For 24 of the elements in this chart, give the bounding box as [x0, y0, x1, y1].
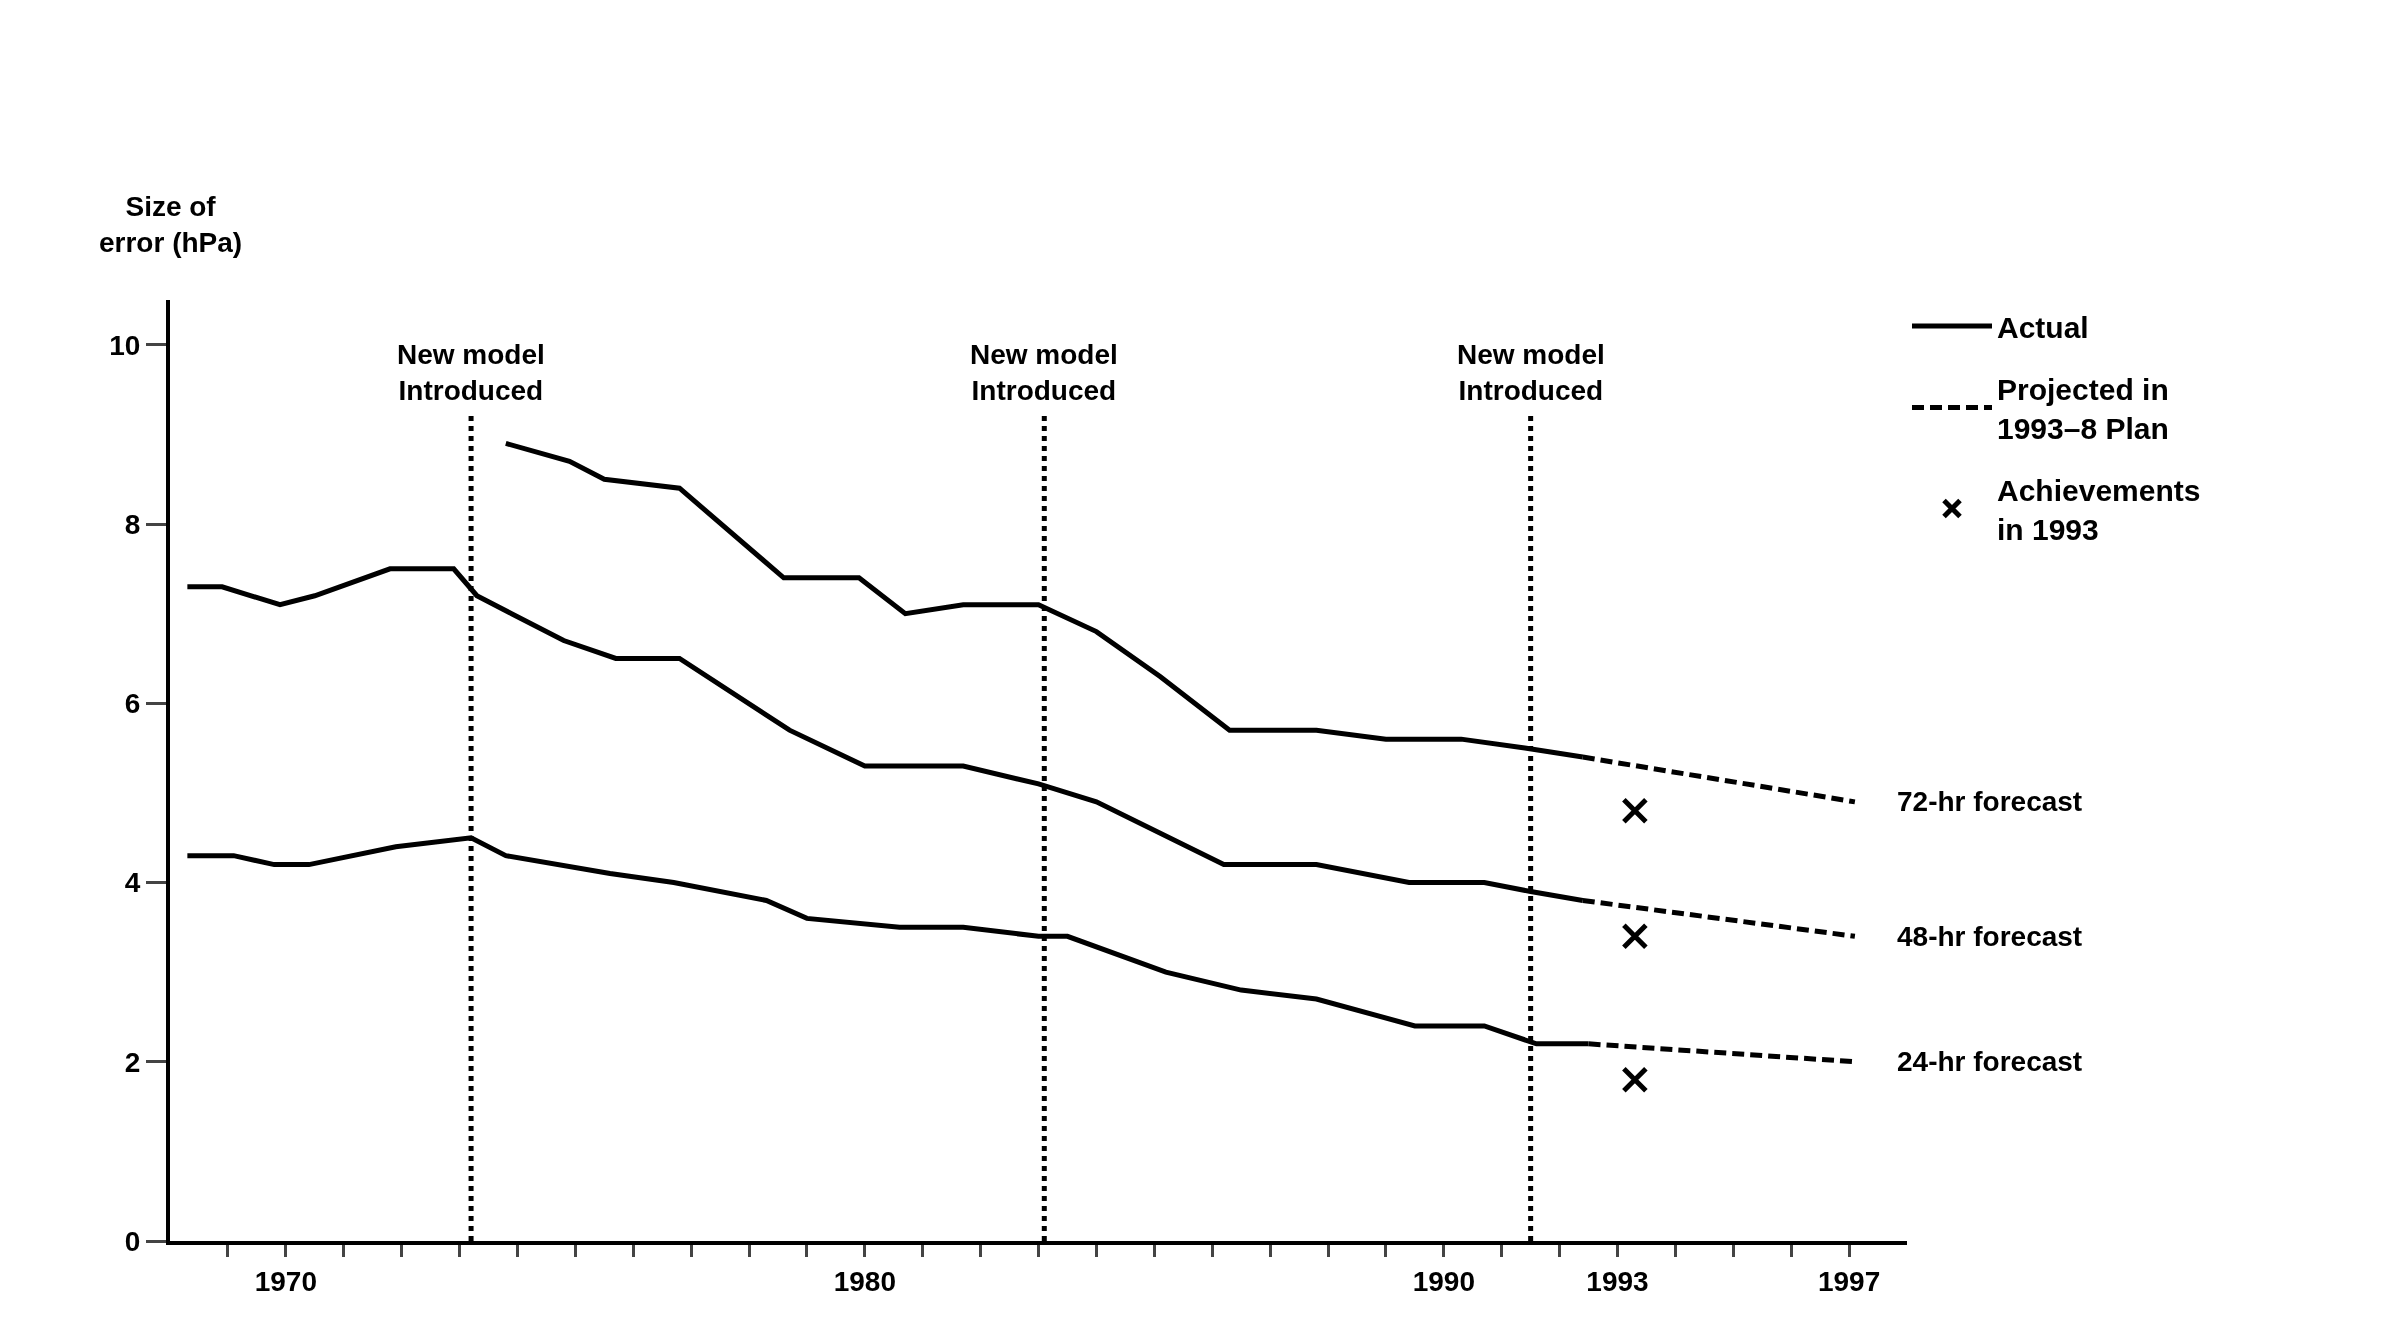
- legend-label: Achievements in 1993: [1997, 473, 2201, 546]
- legend-label: Actual: [1997, 310, 2089, 344]
- ref-line-label: New model Introduced: [397, 339, 545, 407]
- x-tick-label: 1997: [1817, 1265, 1881, 1297]
- y-tick-label: 4: [124, 867, 141, 899]
- y-tick-label: 6: [124, 688, 141, 720]
- annotation: 48-hr forecast: [1897, 921, 2083, 952]
- legend-label: Projected in 1993–8 Plan: [1997, 372, 2169, 445]
- annotation: 72-hr forecast: [1897, 786, 2083, 817]
- y-axis-title: Size of error (hPa): [99, 191, 243, 259]
- ref-line-label: New model Introduced: [1457, 339, 1605, 407]
- point: [1621, 1066, 1649, 1094]
- y-tick-label: 10: [109, 329, 141, 361]
- ref-line-label: New model Introduced: [970, 339, 1118, 407]
- x-tick-label: 1980: [833, 1265, 896, 1297]
- y-tick-label: 0: [124, 1225, 141, 1257]
- point: [1621, 797, 1649, 825]
- x-tick-label: 1990: [1412, 1265, 1475, 1297]
- x-tick-label: 1993: [1586, 1265, 1649, 1297]
- y-tick-label: 8: [124, 508, 141, 540]
- annotation: 24-hr forecast: [1897, 1046, 2083, 1077]
- point: [1621, 922, 1649, 950]
- y-tick-label: 2: [124, 1046, 141, 1078]
- x-tick-label: 1970: [254, 1265, 317, 1297]
